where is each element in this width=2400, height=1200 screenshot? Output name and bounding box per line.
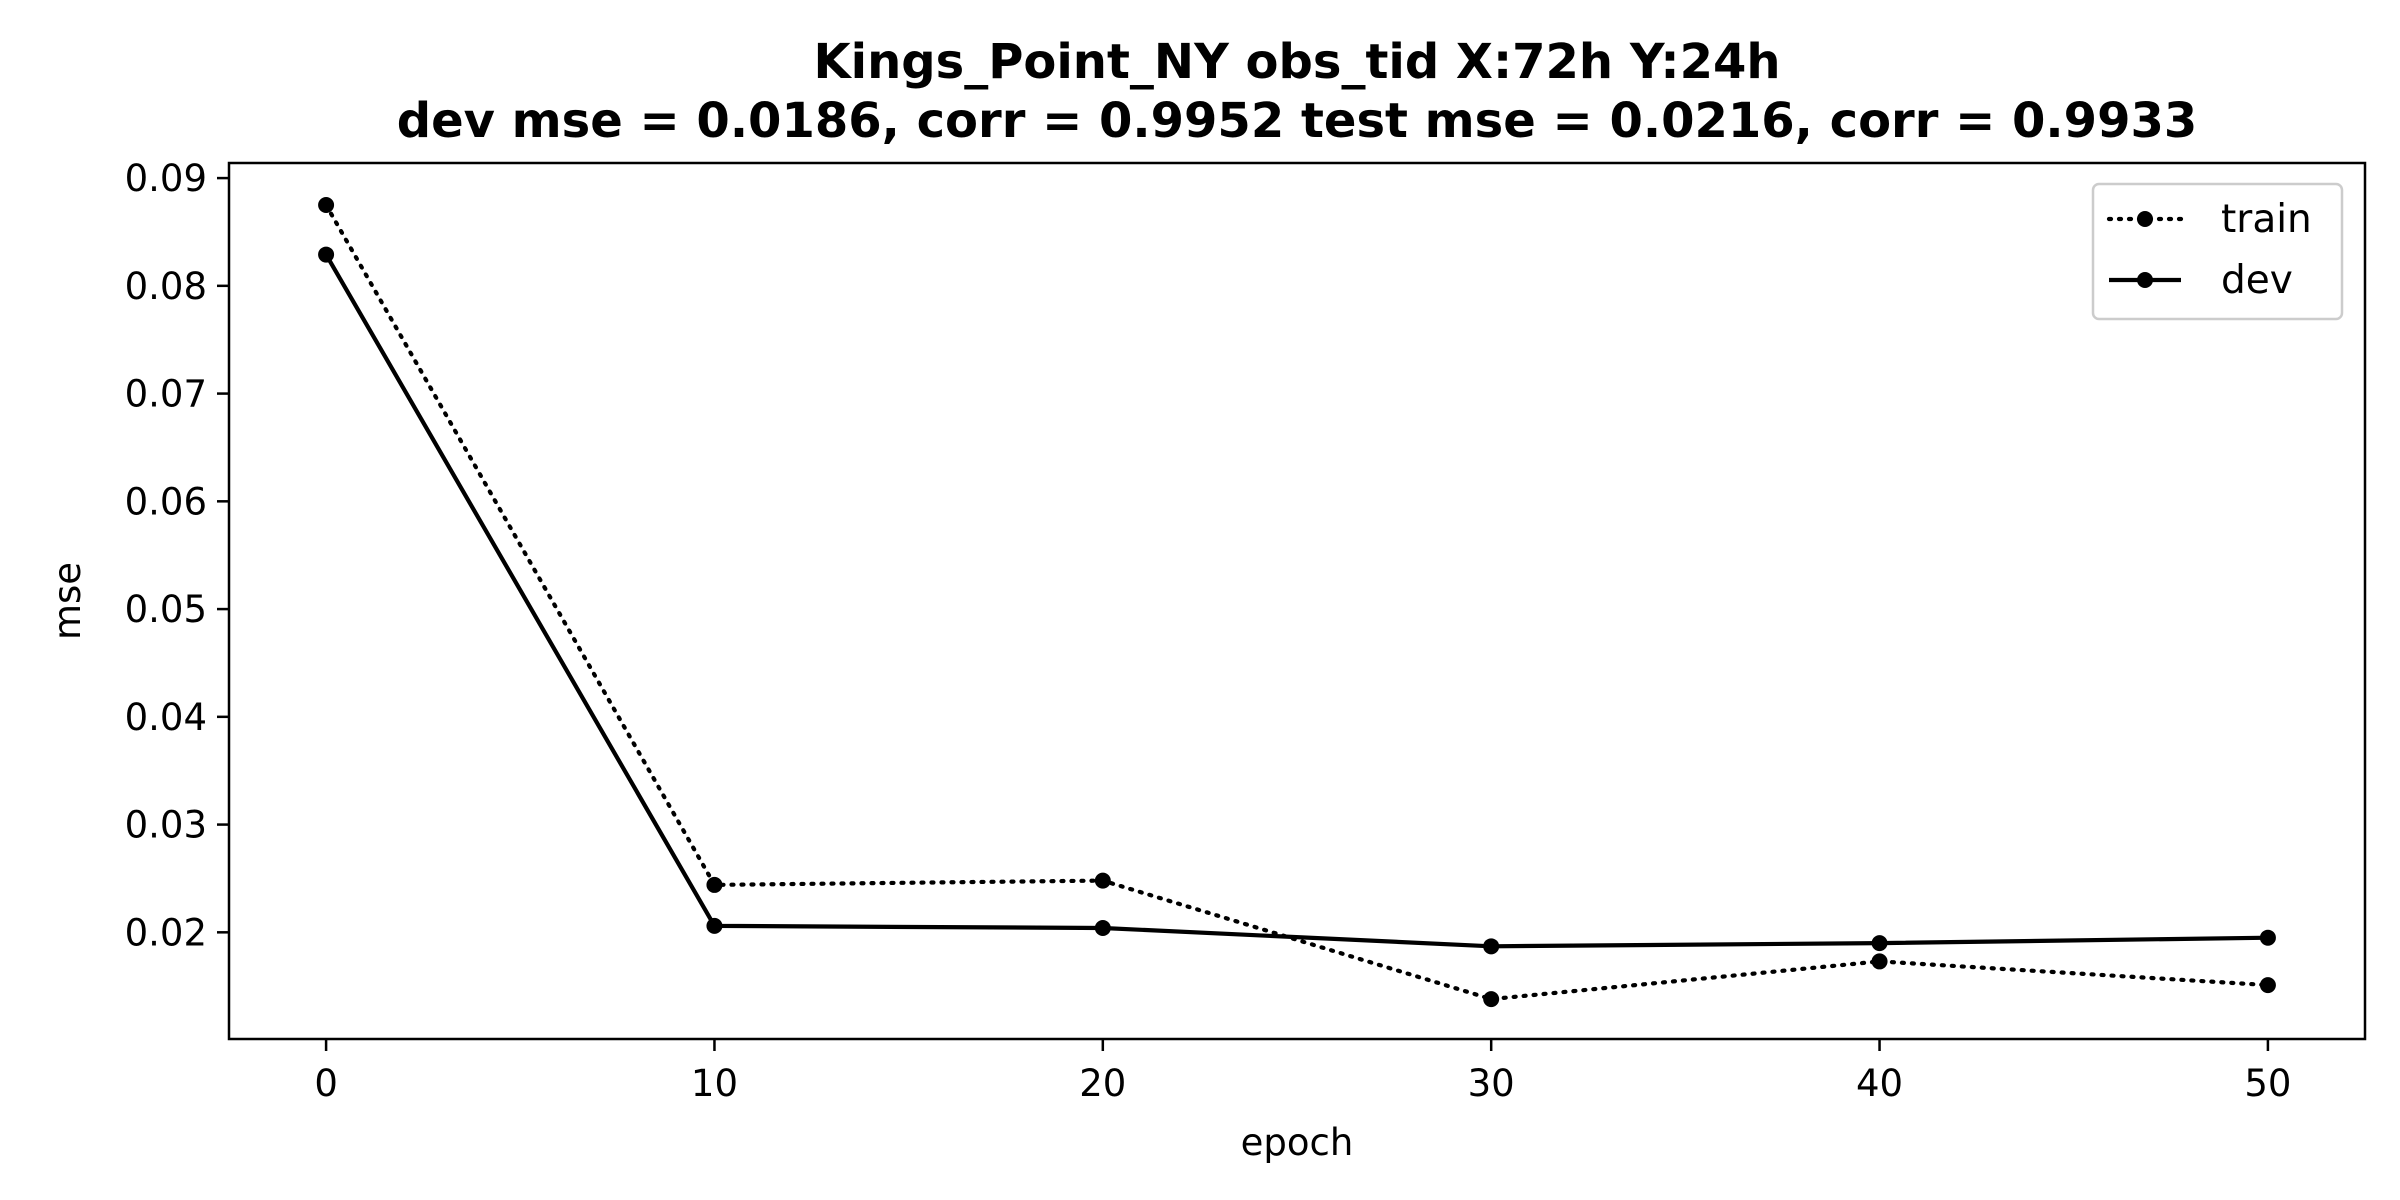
data-point-train xyxy=(2259,977,2276,994)
legend-entries: train dev xyxy=(2106,197,2312,303)
data-point-dev xyxy=(1483,938,1500,955)
legend-label-dev: dev xyxy=(2221,258,2293,303)
y-tick-label: 0.03 xyxy=(125,804,207,847)
data-point-dev xyxy=(318,246,335,263)
y-tick-label: 0.07 xyxy=(125,373,207,416)
legend: train dev xyxy=(2091,182,2344,321)
data-point-dev xyxy=(1871,935,1888,952)
y-tick-label: 0.06 xyxy=(125,480,207,523)
data-point-train xyxy=(706,876,723,893)
data-point-train xyxy=(318,197,335,214)
chart-subtitle: dev mse = 0.0186, corr = 0.9952 test mse… xyxy=(397,93,2198,149)
x-tick-label: 20 xyxy=(1079,1062,1126,1105)
y-tick-label: 0.05 xyxy=(125,588,207,631)
plot-frame xyxy=(227,161,2367,1041)
legend-frame xyxy=(2091,182,2344,321)
x-tick-label: 50 xyxy=(2244,1062,2291,1105)
y-tick-label: 0.02 xyxy=(125,911,207,954)
legend-label-train: train xyxy=(2221,197,2312,242)
series-line-train xyxy=(324,202,2270,1002)
y-axis-label: mse xyxy=(46,562,89,640)
data-point-train xyxy=(1094,872,1111,889)
data-point-train xyxy=(1871,953,1888,970)
legend-marker-dev xyxy=(2137,272,2153,288)
chart-title: Kings_Point_NY obs_tid X:72h Y:24h xyxy=(813,34,1780,90)
x-tick-label: 40 xyxy=(1856,1062,1903,1105)
data-point-dev xyxy=(706,917,723,934)
y-axis: 0.02 0.03 0.04 0.05 0.06 0.07 0.08 0.09 xyxy=(125,157,229,954)
y-tick-label: 0.09 xyxy=(125,157,207,200)
x-tick-label: 10 xyxy=(691,1062,738,1105)
x-axis-label: epoch xyxy=(1241,1121,1354,1164)
x-tick-label: 30 xyxy=(1468,1062,1515,1105)
legend-marker-train xyxy=(2137,211,2153,227)
y-tick-label: 0.08 xyxy=(125,265,207,308)
data-point-train xyxy=(1483,991,1500,1008)
data-point-dev xyxy=(2259,929,2276,946)
x-tick-label: 0 xyxy=(314,1062,338,1105)
series-layer xyxy=(318,197,2276,1008)
y-tick-label: 0.04 xyxy=(125,696,207,739)
plot-area xyxy=(227,161,2367,1041)
series-line-dev xyxy=(323,251,2271,949)
data-point-dev xyxy=(1094,920,1111,937)
x-axis: 0 10 20 30 40 50 xyxy=(314,1039,2291,1105)
